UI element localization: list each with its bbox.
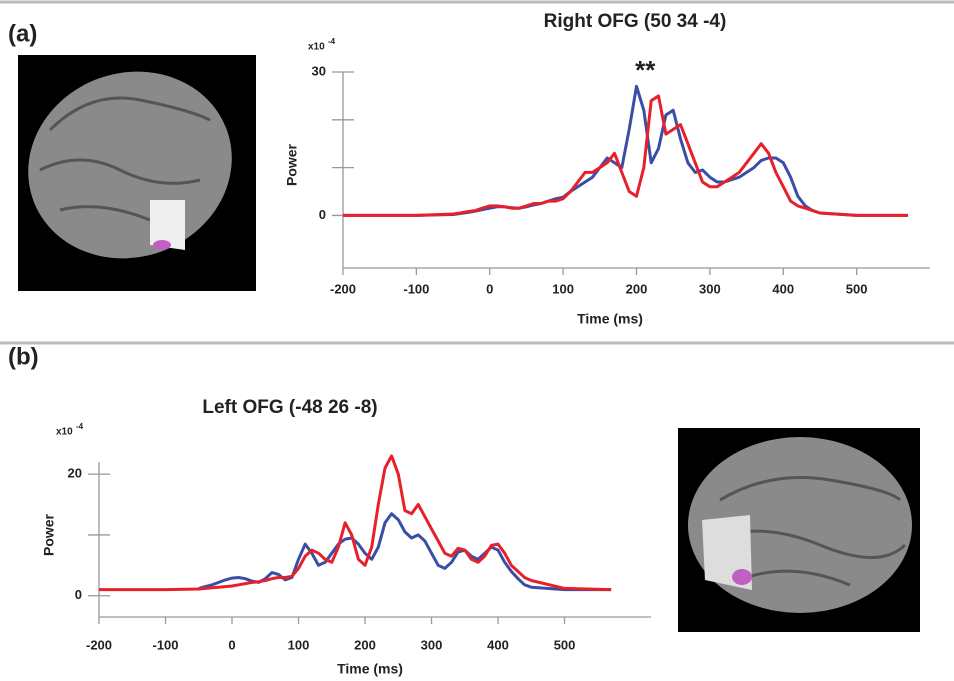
- x-tick-label: -200: [330, 281, 356, 296]
- x-tick-label: 500: [554, 637, 576, 652]
- y-tick-label: 20: [68, 466, 82, 481]
- x-tick-label: 0: [486, 281, 493, 296]
- y-tick-label: 0: [319, 207, 326, 222]
- y-axis-label: Power: [284, 143, 300, 186]
- brain-image: [678, 428, 920, 632]
- x-axis-label: Time (ms): [337, 661, 403, 677]
- x-tick-label: 200: [626, 281, 648, 296]
- x-tick-label: -100: [403, 281, 429, 296]
- panel-label: (b): [8, 343, 39, 370]
- x-tick-label: -100: [152, 637, 178, 652]
- x-tick-label: 300: [421, 637, 443, 652]
- brain-image: [18, 55, 256, 291]
- x-axis-label: Time (ms): [577, 311, 643, 327]
- y-axis-label: Power: [41, 513, 57, 556]
- panel-label: (a): [8, 20, 37, 47]
- annotation: **: [635, 55, 656, 85]
- x-tick-label: 200: [354, 637, 376, 652]
- x-tick-label: 400: [772, 281, 794, 296]
- x-tick-label: 100: [552, 281, 574, 296]
- y-tick-label: 30: [312, 63, 326, 78]
- x-tick-label: -200: [86, 637, 112, 652]
- y-tick-label: 0: [75, 587, 82, 602]
- data-line: [99, 454, 612, 592]
- scale-base: x10: [308, 42, 325, 53]
- x-tick-label: 100: [288, 637, 310, 652]
- x-tick-label: 0: [228, 637, 235, 652]
- chart-title: Right OFG (50 34 -4): [544, 11, 727, 32]
- scale-exponent: -4: [76, 422, 84, 431]
- x-tick-label: 400: [487, 637, 509, 652]
- data-line: [198, 512, 612, 592]
- scale-base: x10: [56, 427, 73, 438]
- data-line: [343, 94, 908, 217]
- x-tick-label: 500: [846, 281, 868, 296]
- data-line: [343, 84, 908, 217]
- x-tick-label: 300: [699, 281, 721, 296]
- scale-exponent: -4: [328, 37, 336, 46]
- chart-title: Left OFG (-48 26 -8): [202, 397, 377, 418]
